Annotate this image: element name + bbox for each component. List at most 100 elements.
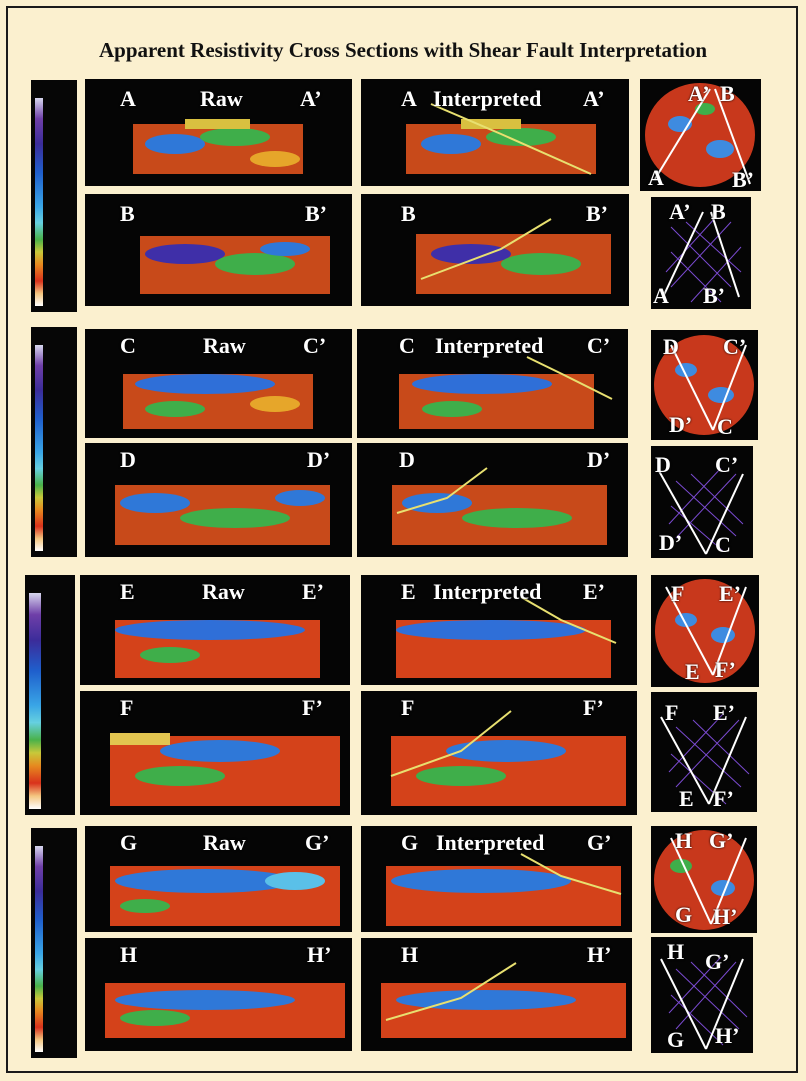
point-label-start: G <box>120 830 138 855</box>
plan-map-resistivity: H G’ G H’ <box>651 826 757 933</box>
section-interpreted-f: F F’ <box>361 691 637 815</box>
point-label-start: C <box>120 333 136 358</box>
point-label-end: D’ <box>307 447 331 472</box>
resistivity-plot <box>115 620 320 678</box>
point-label-start: E <box>401 579 416 604</box>
fault-line <box>520 596 617 644</box>
resistivity-plot <box>381 962 626 1038</box>
map-label-tl: H <box>675 828 693 853</box>
point-label-end: C’ <box>587 333 611 358</box>
map-plot <box>655 579 755 683</box>
map-label-bl: D’ <box>659 530 683 555</box>
map-label-tl: A’ <box>688 81 710 106</box>
map-label-br: F’ <box>715 657 736 682</box>
map-label-tr: C’ <box>715 452 739 477</box>
section-raw-d: D D’ <box>85 443 352 557</box>
map-label-bl: E <box>685 659 700 684</box>
section-interpreted-e: E Interpreted E’ <box>361 575 637 685</box>
map-plot <box>654 335 754 435</box>
point-label-start: E <box>120 579 135 604</box>
fault-line <box>390 710 512 777</box>
plan-map-resistivity: A’ B A B’ <box>640 79 761 191</box>
point-label-start: D <box>120 447 136 472</box>
section-interpreted-a: A Interpreted A’ <box>361 79 629 186</box>
section-raw-c: C Raw C’ <box>85 329 352 438</box>
map-plot <box>662 211 742 303</box>
section-raw-f: F F’ <box>80 691 350 815</box>
heading-interpreted: Interpreted <box>436 830 545 855</box>
point-label-start: F <box>401 695 415 720</box>
color-scale-bar <box>25 575 75 815</box>
heading-interpreted: Interpreted <box>435 333 544 358</box>
color-scale-bar <box>31 828 77 1058</box>
resistivity-plot <box>110 866 340 926</box>
point-label-start: A <box>120 86 136 111</box>
point-label-start: C <box>399 333 415 358</box>
resistivity-plot <box>386 853 622 926</box>
heading-interpreted: Interpreted <box>433 86 542 111</box>
point-label-end: B’ <box>305 201 327 226</box>
map-label-br: H’ <box>713 904 738 929</box>
map-label-tr: G’ <box>705 949 730 974</box>
heading-raw: Raw <box>203 333 246 358</box>
page-frame <box>6 6 798 1073</box>
point-label-end: G’ <box>305 830 330 855</box>
resistivity-plot <box>123 374 313 429</box>
map-label-bl: D’ <box>669 412 693 437</box>
map-label-br: H’ <box>715 1023 740 1048</box>
section-interpreted-d: D D’ <box>357 443 628 557</box>
point-label-end: G’ <box>587 830 612 855</box>
map-label-tr: B <box>720 81 735 106</box>
heading-raw: Raw <box>200 86 243 111</box>
map-plot <box>645 83 755 187</box>
color-scale-bar <box>31 80 77 312</box>
point-label-end: A’ <box>300 86 322 111</box>
section-interpreted-b: B B’ <box>361 194 629 306</box>
map-label-tl: D <box>655 452 671 477</box>
plan-map-resistivity: F E’ E F’ <box>651 575 759 687</box>
map-label-bl: G <box>667 1027 685 1052</box>
point-label-end: E’ <box>583 579 605 604</box>
map-label-tr: E’ <box>713 700 735 725</box>
resistivity-plot <box>392 467 607 545</box>
point-label-end: D’ <box>587 447 611 472</box>
map-label-tl: F <box>665 700 679 725</box>
section-raw-a: A Raw A’ <box>85 79 352 186</box>
point-label-start: F <box>120 695 134 720</box>
resistivity-plot <box>140 236 330 294</box>
point-label-end: C’ <box>303 333 327 358</box>
point-label-end: H’ <box>587 942 612 967</box>
section-raw-b: B B’ <box>85 194 352 306</box>
point-label-start: H <box>120 942 138 967</box>
section-interpreted-g: G Interpreted G’ <box>361 826 632 932</box>
map-label-tr: C’ <box>723 334 747 359</box>
fault-line <box>385 962 517 1021</box>
color-scale-bar <box>31 327 77 557</box>
point-label-start: G <box>401 830 419 855</box>
map-label-tl: A’ <box>669 199 691 224</box>
plan-map-resistivity: D C’ D’ C <box>651 330 758 440</box>
map-label-tr: B <box>711 199 726 224</box>
fault-line <box>520 853 622 895</box>
point-label-start: D <box>399 447 415 472</box>
map-label-tl: F <box>671 581 685 606</box>
heading-raw: Raw <box>203 830 246 855</box>
map-label-br: B’ <box>703 283 725 308</box>
point-label-end: H’ <box>307 942 332 967</box>
point-label-end: B’ <box>586 201 608 226</box>
point-label-start: A <box>401 86 417 111</box>
map-plot <box>658 467 744 555</box>
point-label-start: B <box>120 201 135 226</box>
heading-interpreted: Interpreted <box>433 579 542 604</box>
point-label-end: F’ <box>583 695 604 720</box>
heading-raw: Raw <box>202 579 245 604</box>
plan-map-grid: A’ B A B’ <box>651 197 751 309</box>
point-label-start: B <box>401 201 416 226</box>
resistivity-plot <box>399 356 613 429</box>
map-label-br: C <box>717 414 733 439</box>
map-label-tl: D <box>663 334 679 359</box>
point-label-end: E’ <box>302 579 324 604</box>
section-raw-e: E Raw E’ <box>80 575 350 685</box>
resistivity-plot <box>133 119 303 174</box>
map-label-bl: G <box>675 902 693 927</box>
